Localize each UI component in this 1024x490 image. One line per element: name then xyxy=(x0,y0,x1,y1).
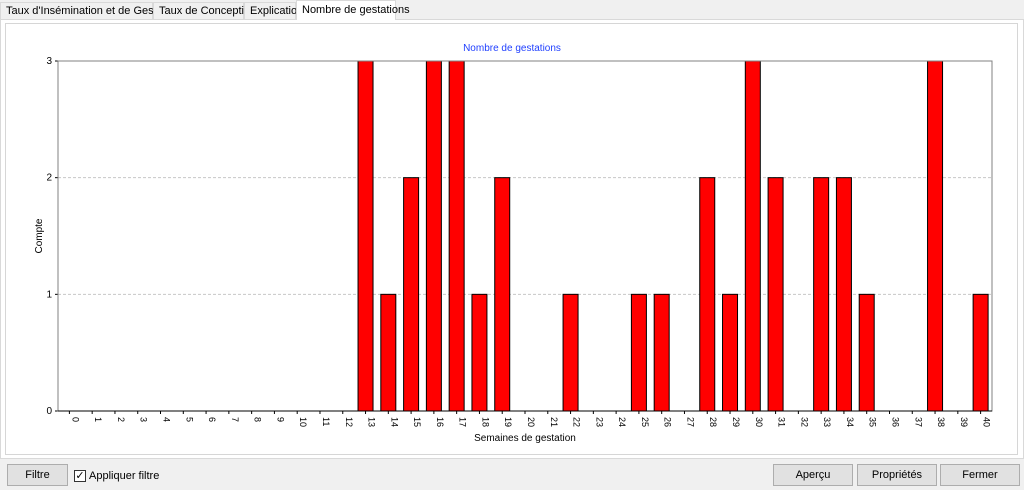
x-tick-label: 13 xyxy=(367,417,377,427)
x-tick-label: 22 xyxy=(572,417,582,427)
bar xyxy=(630,293,647,412)
x-tick-label: 37 xyxy=(913,417,923,427)
x-tick-label: 3 xyxy=(139,417,149,422)
bar xyxy=(471,293,488,412)
filter-button[interactable]: Filtre xyxy=(7,464,68,486)
bar xyxy=(835,177,852,412)
bar xyxy=(858,293,875,412)
bar xyxy=(927,60,944,412)
x-tick-label: 0 xyxy=(70,417,80,422)
x-tick-label: 16 xyxy=(435,417,445,427)
x-tick-label: 21 xyxy=(549,417,559,427)
x-tick-label: 32 xyxy=(799,417,809,427)
bar xyxy=(722,293,739,412)
x-tick-label: 7 xyxy=(230,417,240,422)
x-tick-label: 18 xyxy=(480,417,490,427)
x-tick-label: 9 xyxy=(275,417,285,422)
bar xyxy=(425,60,442,412)
x-tick-label: 20 xyxy=(526,417,536,427)
x-tick-label: 31 xyxy=(777,417,787,427)
y-tick-label: 1 xyxy=(46,289,52,300)
x-tick-label: 27 xyxy=(685,417,695,427)
bar xyxy=(403,177,420,412)
bar xyxy=(448,60,465,412)
x-tick-label: 40 xyxy=(982,417,992,427)
x-tick-label: 38 xyxy=(936,417,946,427)
chart-frame: Nombre de gestations Compte Semaines de … xyxy=(5,23,1018,455)
x-tick-label: 24 xyxy=(617,417,627,427)
x-tick-label: 1 xyxy=(93,417,103,422)
tab-conception-rate[interactable]: Taux de Conception xyxy=(153,2,256,19)
x-tick-label: 39 xyxy=(959,417,969,427)
x-tick-label: 15 xyxy=(412,417,422,427)
x-tick-label: 33 xyxy=(822,417,832,427)
x-tick-label: 14 xyxy=(389,417,399,427)
close-button[interactable]: Fermer xyxy=(940,464,1020,486)
checkbox-box[interactable]: ✓ xyxy=(74,470,86,482)
bar xyxy=(653,293,670,412)
x-axis-label: Semaines de gestation xyxy=(474,433,576,444)
y-tick-label: 2 xyxy=(46,173,52,184)
x-tick-label: 5 xyxy=(184,417,194,422)
x-tick-label: 4 xyxy=(162,417,172,422)
tab-explanation[interactable]: Explication xyxy=(244,2,303,19)
tab-gestation-count[interactable]: Nombre de gestations xyxy=(296,0,410,20)
x-tick-label: 30 xyxy=(754,417,764,427)
x-tick-label: 29 xyxy=(731,417,741,427)
bar-chart: Nombre de gestations Compte Semaines de … xyxy=(34,43,993,444)
bar xyxy=(972,293,989,412)
bar xyxy=(380,293,397,412)
y-tick-label: 0 xyxy=(46,406,52,417)
y-tick-label: 3 xyxy=(46,56,52,67)
bar xyxy=(813,177,830,412)
x-tick-label: 26 xyxy=(663,417,673,427)
bar xyxy=(494,177,511,412)
chart-title: Nombre de gestations xyxy=(463,43,561,54)
bar xyxy=(357,60,374,412)
x-tick-label: 23 xyxy=(594,417,604,427)
bar xyxy=(744,60,761,412)
bar xyxy=(699,177,716,412)
x-tick-label: 28 xyxy=(708,417,718,427)
x-tick-label: 12 xyxy=(344,417,354,427)
apply-filter-label: Appliquer filtre xyxy=(89,470,160,482)
x-tick-label: 17 xyxy=(458,417,468,427)
x-tick-label: 34 xyxy=(845,417,855,427)
x-tick-label: 2 xyxy=(116,417,126,422)
x-tick-label: 8 xyxy=(253,417,263,422)
x-tick-label: 10 xyxy=(298,417,308,427)
x-tick-label: 6 xyxy=(207,417,217,422)
preview-button[interactable]: Aperçu xyxy=(773,464,853,486)
x-tick-label: 11 xyxy=(321,417,331,426)
tab-insemination-gestation-rate[interactable]: Taux d'Insémination et de Gestation xyxy=(0,2,181,19)
bar xyxy=(767,177,784,412)
properties-button[interactable]: Propriétés xyxy=(857,464,937,486)
x-tick-label: 25 xyxy=(640,417,650,427)
x-tick-label: 19 xyxy=(503,417,513,427)
x-tick-label: 36 xyxy=(890,417,900,427)
bar xyxy=(562,293,579,412)
tab-panel: Nombre de gestations Compte Semaines de … xyxy=(0,19,1024,459)
tab-bar: Taux d'Insémination et de Gestation Taux… xyxy=(0,0,1024,20)
y-axis-label: Compte xyxy=(34,218,45,253)
x-tick-label: 35 xyxy=(868,417,878,427)
